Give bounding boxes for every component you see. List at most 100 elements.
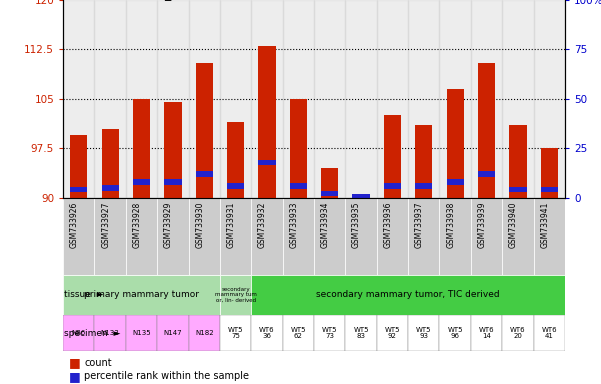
Bar xyxy=(290,99,307,198)
Text: WT5
62: WT5 62 xyxy=(291,328,306,339)
Bar xyxy=(63,315,94,351)
Bar xyxy=(251,198,282,275)
Bar xyxy=(220,0,251,198)
Text: GSM733937: GSM733937 xyxy=(415,202,424,248)
Bar xyxy=(408,0,439,198)
Bar xyxy=(415,125,433,198)
Bar xyxy=(471,0,502,198)
Bar xyxy=(502,0,534,198)
Bar xyxy=(102,185,119,190)
Bar xyxy=(541,148,558,198)
Bar xyxy=(314,0,346,198)
Bar xyxy=(94,0,126,198)
Bar xyxy=(126,315,157,351)
Bar xyxy=(157,198,189,275)
Text: GSM733939: GSM733939 xyxy=(478,202,487,248)
Text: GSM733927: GSM733927 xyxy=(101,202,110,248)
Text: N135: N135 xyxy=(132,330,151,336)
Text: specimen  ►: specimen ► xyxy=(64,329,120,338)
Bar xyxy=(220,315,251,351)
Bar xyxy=(220,198,251,275)
Text: WT6
14: WT6 14 xyxy=(479,328,495,339)
Bar xyxy=(282,315,314,351)
Bar xyxy=(290,183,307,189)
Bar xyxy=(251,275,565,315)
Text: WT6
41: WT6 41 xyxy=(542,328,557,339)
Bar xyxy=(534,0,565,198)
Text: GSM733926: GSM733926 xyxy=(70,202,79,248)
Bar xyxy=(258,159,276,165)
Bar xyxy=(63,0,94,198)
Bar xyxy=(384,115,401,198)
Text: WT5
92: WT5 92 xyxy=(385,328,400,339)
Text: N86: N86 xyxy=(72,330,86,336)
Bar xyxy=(195,63,213,198)
Text: GSM733933: GSM733933 xyxy=(289,202,298,248)
Bar xyxy=(157,315,189,351)
Text: ■: ■ xyxy=(69,370,81,383)
Text: WT5
83: WT5 83 xyxy=(353,328,369,339)
Bar xyxy=(439,198,471,275)
Text: GSM733929: GSM733929 xyxy=(164,202,173,248)
Bar xyxy=(534,315,565,351)
Text: GSM733940: GSM733940 xyxy=(509,202,518,248)
Bar xyxy=(63,198,94,275)
Bar xyxy=(133,179,150,185)
Text: GSM733938: GSM733938 xyxy=(446,202,455,248)
Text: N147: N147 xyxy=(163,330,182,336)
Bar xyxy=(189,198,220,275)
Bar xyxy=(227,183,244,189)
Bar xyxy=(195,171,213,177)
Text: secondary mammary tumor, TIC derived: secondary mammary tumor, TIC derived xyxy=(316,290,500,299)
Text: percentile rank within the sample: percentile rank within the sample xyxy=(84,371,249,381)
Bar xyxy=(534,198,565,275)
Text: GSM733941: GSM733941 xyxy=(540,202,549,248)
Bar xyxy=(415,183,433,189)
Bar xyxy=(126,0,157,198)
Bar xyxy=(502,198,534,275)
Text: WT6
36: WT6 36 xyxy=(259,328,275,339)
Bar xyxy=(509,125,526,198)
Bar xyxy=(408,315,439,351)
Bar xyxy=(384,183,401,189)
Bar xyxy=(189,315,220,351)
Text: N133: N133 xyxy=(101,330,120,336)
Text: WT6
20: WT6 20 xyxy=(510,328,526,339)
Bar xyxy=(471,198,502,275)
Text: WT5
93: WT5 93 xyxy=(416,328,432,339)
Text: WT5
73: WT5 73 xyxy=(322,328,337,339)
Bar xyxy=(251,0,282,198)
Text: WT5
75: WT5 75 xyxy=(228,328,243,339)
Bar xyxy=(471,315,502,351)
Bar xyxy=(377,315,408,351)
Bar xyxy=(258,46,276,198)
Bar xyxy=(220,275,251,315)
Bar xyxy=(321,191,338,197)
Bar xyxy=(63,275,220,315)
Bar xyxy=(377,0,408,198)
Bar xyxy=(439,0,471,198)
Text: GSM733936: GSM733936 xyxy=(383,202,392,248)
Bar xyxy=(314,315,346,351)
Bar xyxy=(321,168,338,198)
Text: WT5
96: WT5 96 xyxy=(447,328,463,339)
Bar xyxy=(314,198,346,275)
Bar xyxy=(478,63,495,198)
Text: GSM733934: GSM733934 xyxy=(321,202,330,248)
Bar xyxy=(70,187,87,192)
Text: GSM733935: GSM733935 xyxy=(352,202,361,248)
Text: secondary
mammary tum
or, lin- derived: secondary mammary tum or, lin- derived xyxy=(215,287,257,303)
Text: GSM733928: GSM733928 xyxy=(132,202,141,248)
Bar xyxy=(94,198,126,275)
Bar xyxy=(227,122,244,198)
Bar xyxy=(70,135,87,198)
Bar xyxy=(157,0,189,198)
Bar xyxy=(352,194,370,198)
Text: ■: ■ xyxy=(69,356,81,369)
Bar xyxy=(352,194,370,199)
Bar xyxy=(509,187,526,192)
Bar xyxy=(164,179,182,185)
Text: count: count xyxy=(84,358,112,368)
Bar xyxy=(94,315,126,351)
Bar xyxy=(102,129,119,198)
